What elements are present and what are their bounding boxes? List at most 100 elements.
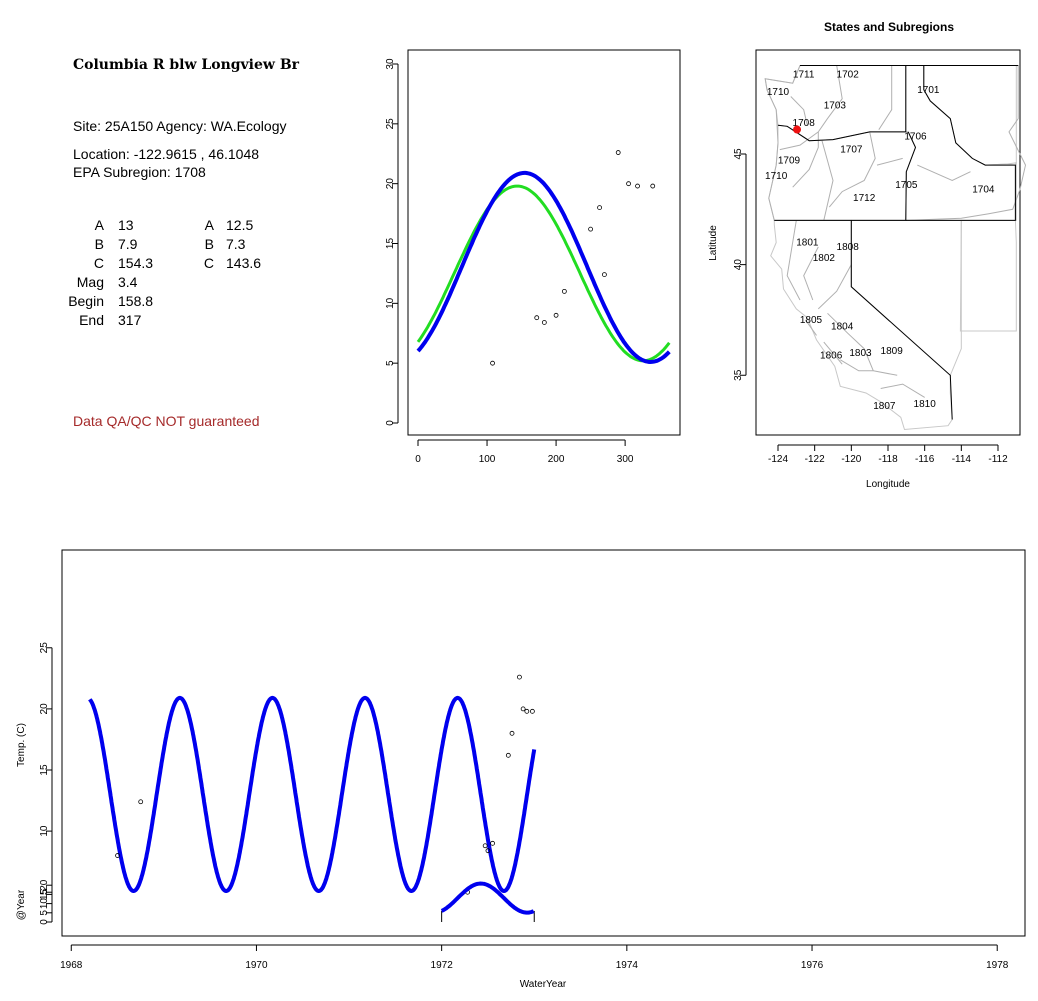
seasonal-data-point xyxy=(561,288,567,294)
subregion-map: States and Subregions Longitude Latitude… xyxy=(708,20,1027,490)
timeseries-x-tick-label: 1968 xyxy=(60,960,83,971)
map-y-tick-label: 45 xyxy=(733,148,744,160)
state-utah-outline xyxy=(959,219,1017,332)
subregion-label: 1706 xyxy=(904,131,927,142)
param-label: Mag xyxy=(76,274,104,290)
timeseries-y-tick-label: 10 xyxy=(39,825,50,837)
timeseries-y-tick-label: 5 xyxy=(39,889,50,895)
map-x-tick-label: -116 xyxy=(915,454,935,465)
subregion-label: 1710 xyxy=(767,87,790,98)
subregion-boundary xyxy=(779,131,819,151)
subregion-label: 1709 xyxy=(778,156,801,167)
timeseries-data-point xyxy=(529,708,535,714)
param-value: 7.9 xyxy=(118,236,138,252)
seasonal-data-point xyxy=(650,183,656,189)
subregion-label: 1711 xyxy=(793,69,815,80)
qa-disclaimer: Data QA/QC NOT guaranteed xyxy=(73,413,260,429)
seasonal-y-tick-label: 10 xyxy=(385,297,396,309)
param-value: 154.3 xyxy=(118,255,154,271)
subregion-label: 1806 xyxy=(820,350,843,361)
subregion-boundary xyxy=(840,359,898,376)
seasonal-data-point xyxy=(541,320,547,325)
subregion-label: 1702 xyxy=(837,69,860,80)
timeseries-data-point xyxy=(485,848,491,854)
subregion-boundary xyxy=(917,164,971,182)
subregion-label: 1805 xyxy=(800,315,823,326)
seasonal-x-tick-label: 300 xyxy=(617,454,634,465)
site-agency-line: Site: 25A150 Agency: WA.Ecology xyxy=(73,118,287,134)
param-label: B xyxy=(94,236,104,252)
year-subplot-y-tick-label: 15 xyxy=(39,888,50,900)
timeseries-data-point xyxy=(505,752,511,758)
param-label: Begin xyxy=(68,293,104,309)
seasonal-data-point xyxy=(615,150,621,155)
timeseries-plot-frame xyxy=(61,549,1026,937)
seasonal-x-tick-label: 0 xyxy=(415,454,421,465)
subregion-boundary xyxy=(817,264,852,310)
subregion-label: 1803 xyxy=(849,348,872,359)
timeseries-data-point xyxy=(138,799,144,805)
timeseries-data-point xyxy=(509,730,515,736)
param-value: 158.8 xyxy=(118,293,154,309)
subregion-boundary xyxy=(878,65,893,130)
seasonal-data-point xyxy=(553,312,559,318)
timeseries-y-tick-label: 15 xyxy=(39,764,50,776)
year-subplot-y-tick-label: 0 xyxy=(39,919,50,925)
subregion-label: 1802 xyxy=(813,253,836,264)
param-value: 143.6 xyxy=(226,255,262,271)
map-title: States and Subregions xyxy=(824,20,954,34)
year-subplot-y-tick-label: 20 xyxy=(39,879,50,891)
map-x-tick-label: -112 xyxy=(988,454,1008,465)
map-x-tick-label: -122 xyxy=(805,454,825,465)
seasonal-data-point xyxy=(602,272,607,278)
timeseries-xlabel: WaterYear xyxy=(520,979,567,990)
timeseries-ylabel: Temp. (C) xyxy=(16,723,27,767)
subregion-boundary xyxy=(823,341,843,365)
param-label: A xyxy=(94,217,104,233)
seasonal-fit-blue-line xyxy=(416,170,671,365)
state-oregon-outline xyxy=(768,124,917,221)
timeseries-x-tick-label: 1970 xyxy=(245,960,268,971)
seasonal-data-point xyxy=(588,226,594,232)
seasonal-y-tick-label: 25 xyxy=(385,118,396,130)
seasonal-data-point xyxy=(490,360,495,366)
subregion-label: 1804 xyxy=(831,322,854,333)
param-label: End xyxy=(79,312,104,328)
subregion-boundary xyxy=(821,140,834,221)
subregion-boundary xyxy=(786,220,801,301)
seasonal-data-point xyxy=(635,183,640,189)
state-boundary xyxy=(774,131,917,221)
seasonal-plot-frame xyxy=(407,49,681,436)
subregion-label: 1808 xyxy=(837,242,860,253)
timeseries-x-tick-label: 1972 xyxy=(431,960,454,971)
subregion-boundary xyxy=(805,319,817,336)
seasonal-x-tick-label: 100 xyxy=(479,454,496,465)
map-x-tick-label: -118 xyxy=(878,454,898,465)
subregion-label: 1807 xyxy=(873,401,896,412)
subregion-label: 1703 xyxy=(824,100,847,111)
timeseries-chart: WaterYear Temp. (C) @Year 1968 1970 1972 19… xyxy=(16,549,1026,990)
seasonal-y-tick-label: 20 xyxy=(385,178,396,190)
map-x-tick-label: -120 xyxy=(841,454,861,465)
subregion-boundary xyxy=(828,131,876,208)
subregion-boundary xyxy=(792,131,819,188)
subregion-label: 1704 xyxy=(972,184,995,195)
subregion-boundary xyxy=(803,246,819,301)
site-location-marker xyxy=(793,125,802,134)
state-boundary xyxy=(777,65,907,142)
seasonal-y-tick-label: 5 xyxy=(385,360,396,366)
year-subplot-ylabel: @Year xyxy=(16,889,27,920)
seasonal-y-tick-label: 30 xyxy=(385,58,396,70)
timeseries-data-point xyxy=(517,674,522,680)
subregion-label: 1810 xyxy=(914,399,937,410)
param-label: C xyxy=(203,255,214,271)
timeseries-x-tick-label: 1978 xyxy=(986,960,1009,971)
year-subplot-fit-line xyxy=(440,881,535,915)
seasonal-chart: 0 100 200 300 0 5 10 15 20 25 30 xyxy=(385,49,681,465)
seasonal-x-tick-label: 200 xyxy=(548,454,565,465)
map-plot-frame xyxy=(755,49,1021,436)
subregion-label: 1705 xyxy=(895,180,918,191)
state-montana-outline xyxy=(923,65,1017,166)
param-value: 3.4 xyxy=(118,274,138,290)
